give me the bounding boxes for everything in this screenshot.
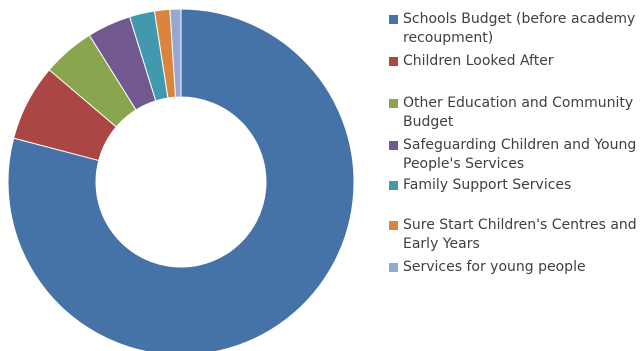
legend-item-0: Schools Budget (before academy recoupmen… — [389, 10, 644, 48]
legend-item-1: Children Looked After — [389, 52, 644, 71]
legend-item-3: Safeguarding Children and Young People's… — [389, 136, 644, 174]
legend-label-2: Other Education and Community Budget — [403, 95, 634, 130]
donut-slice-6 — [169, 8, 182, 98]
legend-item-5: Sure Start Children's Centres and Early … — [389, 216, 644, 254]
legend-swatch-6 — [389, 263, 398, 272]
legend-label-0: Schools Budget (before academy recoupmen… — [403, 11, 636, 46]
legend-swatch-3 — [389, 141, 398, 150]
legend-item-6: Services for young people — [389, 258, 644, 277]
legend-label-6: Services for young people — [403, 259, 586, 275]
donut-slices — [7, 8, 355, 351]
legend-item-4: Family Support Services — [389, 176, 644, 195]
legend-swatch-5 — [389, 221, 398, 230]
legend-label-4: Family Support Services — [403, 177, 572, 193]
legend-label-5: Sure Start Children's Centres and Early … — [403, 217, 637, 252]
legend-swatch-4 — [389, 181, 398, 190]
legend-swatch-1 — [389, 57, 398, 66]
legend-swatch-2 — [389, 99, 398, 108]
legend-label-3: Safeguarding Children and Young People's… — [403, 137, 637, 172]
legend-item-2: Other Education and Community Budget — [389, 94, 644, 132]
legend-label-1: Children Looked After — [403, 53, 554, 69]
donut-slice-0 — [7, 8, 355, 351]
legend-swatch-0 — [389, 15, 398, 24]
